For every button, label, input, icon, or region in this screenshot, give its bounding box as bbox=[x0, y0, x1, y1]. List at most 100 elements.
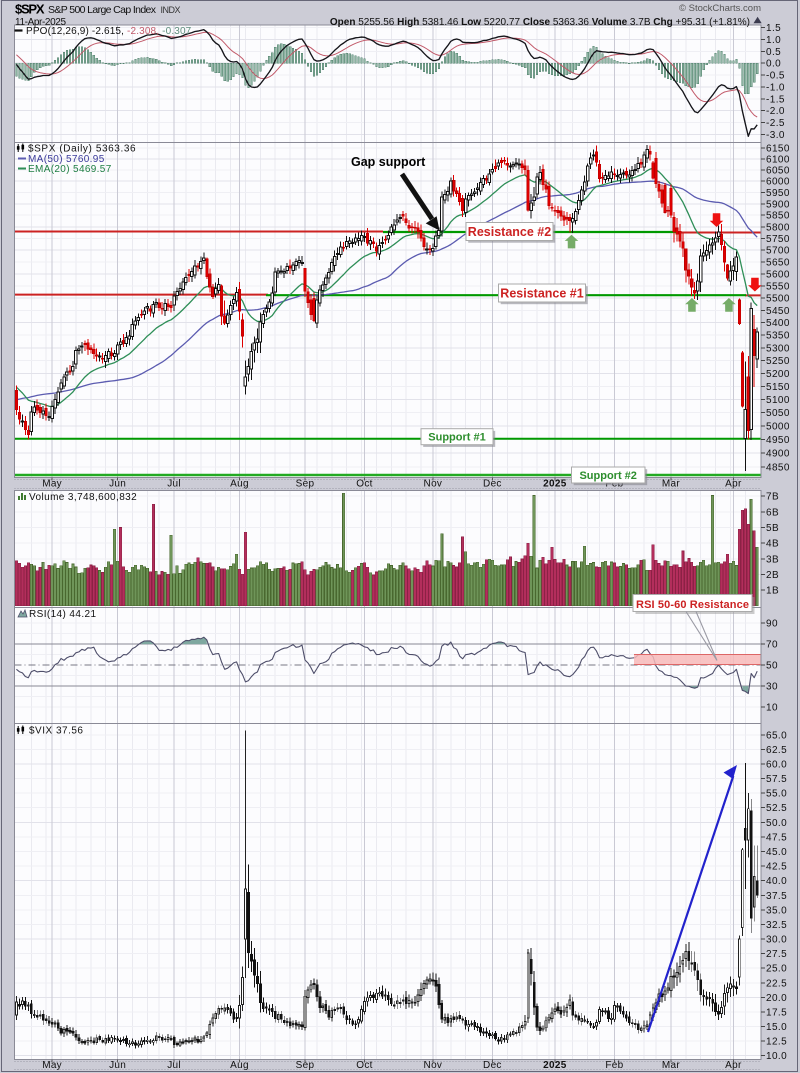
svg-text:-0.5: -0.5 bbox=[766, 71, 785, 82]
svg-text:RSI 50-60 Resistance: RSI 50-60 Resistance bbox=[636, 599, 749, 611]
svg-text:5250: 5250 bbox=[766, 356, 790, 367]
svg-text:50: 50 bbox=[766, 661, 778, 672]
svg-text:22.5: 22.5 bbox=[766, 978, 787, 989]
svg-text:2025: 2025 bbox=[543, 1060, 567, 1071]
svg-text:5400: 5400 bbox=[766, 318, 790, 329]
svg-text:55.0: 55.0 bbox=[766, 789, 787, 800]
svg-text:Resistance #1: Resistance #1 bbox=[500, 287, 583, 301]
svg-text:15.0: 15.0 bbox=[766, 1022, 787, 1033]
svg-text:5050: 5050 bbox=[766, 408, 790, 419]
svg-text:30.0: 30.0 bbox=[766, 935, 787, 946]
svg-text:5B: 5B bbox=[766, 523, 779, 534]
svg-text:42.5: 42.5 bbox=[766, 862, 787, 873]
svg-text:1B: 1B bbox=[766, 586, 779, 597]
svg-text:Jul: Jul bbox=[167, 479, 181, 490]
svg-text:5650: 5650 bbox=[766, 257, 790, 268]
svg-text:90: 90 bbox=[766, 619, 778, 630]
svg-text:35.0: 35.0 bbox=[766, 905, 787, 916]
svg-text:MA(50) 5760.95: MA(50) 5760.95 bbox=[28, 154, 105, 165]
svg-text:5600: 5600 bbox=[766, 269, 790, 280]
svg-text:70: 70 bbox=[766, 640, 778, 651]
svg-text:-1.5: -1.5 bbox=[766, 94, 785, 105]
svg-text:60.0: 60.0 bbox=[766, 760, 787, 771]
svg-text:57.5: 57.5 bbox=[766, 774, 787, 785]
svg-text:RSI(14) 44.21: RSI(14) 44.21 bbox=[29, 609, 96, 620]
svg-text:40.0: 40.0 bbox=[766, 876, 787, 887]
svg-text:-3.0: -3.0 bbox=[766, 130, 785, 141]
svg-text:10: 10 bbox=[766, 703, 778, 714]
svg-text:Jul: Jul bbox=[167, 1060, 181, 1071]
svg-text:-2.0: -2.0 bbox=[766, 106, 785, 117]
svg-text:$VIX 37.56: $VIX 37.56 bbox=[29, 726, 83, 737]
svg-text:Jun: Jun bbox=[109, 1060, 126, 1071]
svg-text:1.5: 1.5 bbox=[766, 23, 781, 34]
svg-text:Open 5255.56 High 5381.46 Low: Open 5255.56 High 5381.46 Low 5220.77 Cl… bbox=[330, 17, 750, 28]
svg-text:Nov: Nov bbox=[424, 1060, 443, 1071]
svg-text:6100: 6100 bbox=[766, 155, 790, 166]
svg-text:12.5: 12.5 bbox=[766, 1037, 787, 1048]
svg-text:Gap support: Gap support bbox=[351, 155, 426, 169]
svg-text:32.5: 32.5 bbox=[766, 920, 787, 931]
svg-text:Jun: Jun bbox=[109, 479, 126, 490]
svg-text:5150: 5150 bbox=[766, 382, 790, 393]
svg-text:4950: 4950 bbox=[766, 435, 790, 446]
svg-text:Aug: Aug bbox=[230, 479, 249, 490]
svg-text:20.0: 20.0 bbox=[766, 993, 787, 1004]
svg-text:5100: 5100 bbox=[766, 395, 790, 406]
svg-text:Aug: Aug bbox=[230, 1060, 249, 1071]
svg-text:6000: 6000 bbox=[766, 177, 790, 188]
svg-text:Dec: Dec bbox=[483, 479, 502, 490]
svg-text:4900: 4900 bbox=[766, 449, 790, 460]
svg-text:5850: 5850 bbox=[766, 211, 790, 222]
svg-text:-2.5: -2.5 bbox=[766, 118, 785, 129]
svg-text:S&P 500 Large Cap Index: S&P 500 Large Cap Index bbox=[48, 4, 157, 16]
svg-text:5350: 5350 bbox=[766, 331, 790, 342]
svg-text:45.0: 45.0 bbox=[766, 847, 787, 858]
svg-text:Apr: Apr bbox=[725, 1060, 742, 1071]
svg-text:4B: 4B bbox=[766, 539, 779, 550]
svg-text:17.5: 17.5 bbox=[766, 1008, 787, 1019]
svg-text:5550: 5550 bbox=[766, 281, 790, 292]
svg-text:Sep: Sep bbox=[296, 1060, 315, 1071]
svg-text:30: 30 bbox=[766, 682, 778, 693]
svg-text:25.0: 25.0 bbox=[766, 964, 787, 975]
svg-text:$SPX: $SPX bbox=[15, 2, 45, 17]
svg-text:2B: 2B bbox=[766, 570, 779, 581]
svg-text:0.5: 0.5 bbox=[766, 47, 781, 58]
svg-text:5950: 5950 bbox=[766, 188, 790, 199]
svg-text:$SPX (Daily) 5363.36: $SPX (Daily) 5363.36 bbox=[28, 144, 136, 155]
svg-text:Sep: Sep bbox=[296, 479, 315, 490]
svg-text:PPO(12,26,9) -2.615, -2.308, -: PPO(12,26,9) -2.615, -2.308, -0.307 bbox=[26, 26, 192, 37]
svg-text:3B: 3B bbox=[766, 554, 779, 565]
svg-text:50.0: 50.0 bbox=[766, 818, 787, 829]
svg-text:EMA(20) 5469.57: EMA(20) 5469.57 bbox=[28, 164, 112, 175]
svg-text:Oct: Oct bbox=[356, 479, 372, 490]
svg-text:6150: 6150 bbox=[766, 144, 790, 155]
svg-text:7B: 7B bbox=[766, 492, 779, 503]
svg-text:5900: 5900 bbox=[766, 199, 790, 210]
svg-text:6B: 6B bbox=[766, 507, 779, 518]
svg-text:47.5: 47.5 bbox=[766, 832, 787, 843]
svg-text:5200: 5200 bbox=[766, 369, 790, 380]
svg-text:5500: 5500 bbox=[766, 294, 790, 305]
svg-text:Support #2: Support #2 bbox=[579, 470, 636, 482]
svg-text:Oct: Oct bbox=[356, 1060, 372, 1071]
svg-text:Mar: Mar bbox=[662, 1060, 680, 1071]
svg-text:INDX: INDX bbox=[161, 5, 181, 15]
svg-text:Apr: Apr bbox=[725, 479, 742, 490]
svg-text:62.5: 62.5 bbox=[766, 745, 787, 756]
svg-text:11-Apr-2025: 11-Apr-2025 bbox=[15, 17, 66, 28]
svg-text:© StockCharts.com: © StockCharts.com bbox=[679, 3, 761, 14]
svg-text:Mar: Mar bbox=[662, 479, 680, 490]
svg-text:Support #1: Support #1 bbox=[428, 432, 485, 444]
svg-text:10.0: 10.0 bbox=[766, 1051, 787, 1062]
svg-text:5750: 5750 bbox=[766, 234, 790, 245]
svg-text:Dec: Dec bbox=[483, 1060, 502, 1071]
svg-text:5000: 5000 bbox=[766, 422, 790, 433]
svg-text:May: May bbox=[42, 479, 62, 490]
svg-text:0.0: 0.0 bbox=[766, 59, 781, 70]
svg-text:52.5: 52.5 bbox=[766, 803, 787, 814]
svg-text:5300: 5300 bbox=[766, 343, 790, 354]
svg-text:2025: 2025 bbox=[543, 479, 567, 490]
svg-text:Volume 3,748,600,832: Volume 3,748,600,832 bbox=[29, 492, 137, 503]
